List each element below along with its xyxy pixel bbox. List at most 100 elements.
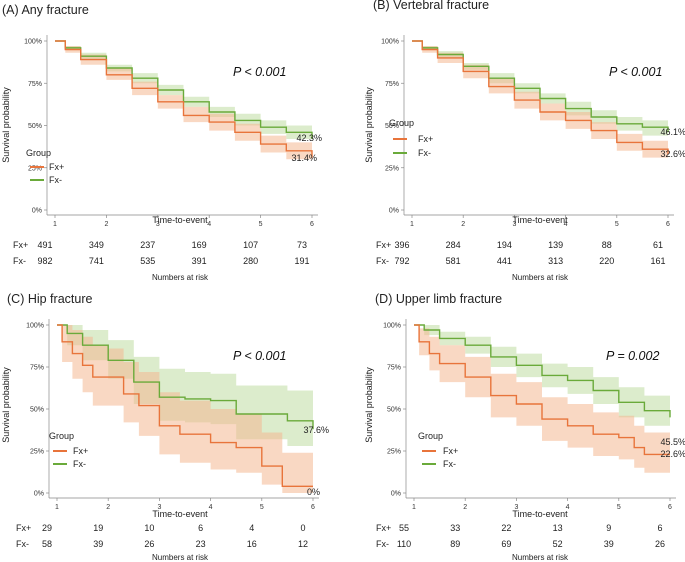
x-tick-label: 3 — [514, 504, 518, 511]
end-label-fx-minus: 37.6% — [303, 425, 329, 435]
survival-curve-fx-plus — [414, 324, 670, 456]
y-tick-label: 25% — [385, 165, 399, 172]
y-tick-label: 100% — [24, 39, 42, 46]
x-tick-label: 5 — [617, 504, 621, 511]
y-axis-label: Survival probability — [364, 367, 374, 443]
risk-count: 396 — [394, 240, 409, 250]
x-tick-label: 1 — [410, 221, 414, 228]
risk-group-label: Fx- — [376, 539, 389, 549]
risk-count: 22 — [501, 523, 511, 533]
risk-count: 19 — [93, 523, 103, 533]
y-tick-label: 0% — [32, 208, 42, 215]
y-axis-label: Survival probability — [364, 87, 374, 163]
risk-count: 280 — [243, 256, 258, 266]
risk-count: 194 — [497, 240, 512, 250]
risk-count: 58 — [42, 539, 52, 549]
risk-count: 284 — [446, 240, 461, 250]
risk-table: Fx+ Fx- 396 284 194 139 88 61 792 581 441 313 220 1… — [376, 240, 666, 282]
y-tick-label: 25% — [387, 449, 401, 456]
survival-curve-fx-minus — [57, 324, 314, 430]
end-label-fx-plus: 0% — [307, 487, 320, 497]
end-label-fx-minus: 42.3% — [296, 133, 322, 143]
legend-title: Group — [49, 431, 74, 441]
risk-group-label: Fx+ — [376, 523, 391, 533]
survival-curve-fx-plus — [55, 40, 313, 158]
risk-count: 4 — [249, 523, 254, 533]
plot-area: 0% 25% 50% 75% 100% 1 2 3 4 5 6 — [24, 35, 318, 228]
risk-count: 441 — [497, 256, 512, 266]
y-tick-label: 0% — [34, 491, 44, 498]
y-tick-label: 50% — [30, 407, 44, 414]
risk-counts: 55 33 22 13 9 6 110 89 69 52 39 26 — [397, 523, 665, 549]
panel-title: (B) Vertebral fracture — [373, 0, 489, 12]
risk-group-label: Fx+ — [376, 240, 391, 250]
risk-table-title: Numbers at risk — [512, 273, 569, 282]
risk-count: 491 — [37, 240, 52, 250]
x-tick-label: 4 — [209, 504, 213, 511]
x-axis-label: Time-to-event — [152, 509, 208, 519]
legend-label-fx-minus: Fx- — [418, 148, 431, 158]
x-tick-label: 6 — [310, 221, 314, 228]
ci-band-fx-plus — [414, 325, 670, 473]
ci-band-fx-minus — [414, 325, 670, 433]
p-value: P < 0.001 — [609, 65, 662, 79]
risk-table-title: Numbers at risk — [152, 553, 209, 562]
risk-counts: 396 284 194 139 88 61 792 581 441 313 220 161 — [394, 240, 665, 266]
end-label-fx-minus: 45.5% — [660, 437, 685, 447]
risk-count: 741 — [89, 256, 104, 266]
end-label-fx-plus: 31.4% — [291, 153, 317, 163]
end-label-fx-plus: 32.6% — [660, 149, 685, 159]
panel-b: (B) Vertebral fracture Survival probabil… — [364, 0, 685, 282]
end-label-fx-plus: 22.6% — [660, 449, 685, 459]
risk-count: 982 — [37, 256, 52, 266]
legend-label-fx-plus: Fx+ — [418, 134, 433, 144]
x-tick-label: 3 — [156, 221, 160, 228]
x-tick-label: 4 — [207, 221, 211, 228]
x-tick-label: 6 — [311, 504, 315, 511]
risk-count: 191 — [294, 256, 309, 266]
risk-table-title: Numbers at risk — [152, 273, 209, 282]
risk-count: 13 — [553, 523, 563, 533]
end-label-fx-minus: 46.1% — [660, 127, 685, 137]
risk-count: 69 — [501, 539, 511, 549]
risk-count: 161 — [650, 256, 665, 266]
y-tick-label: 100% — [26, 323, 44, 330]
risk-count: 26 — [655, 539, 665, 549]
y-axis-label: Survival probability — [1, 87, 11, 163]
x-tick-label: 2 — [463, 504, 467, 511]
x-tick-label: 6 — [666, 221, 670, 228]
x-tick-label: 1 — [55, 504, 59, 511]
risk-count: 6 — [657, 523, 662, 533]
risk-count: 33 — [450, 523, 460, 533]
ci-band-fx-plus — [57, 325, 313, 493]
p-value: P < 0.001 — [233, 349, 286, 363]
risk-count: 110 — [397, 539, 411, 549]
legend-label-fx-minus: Fx- — [443, 459, 456, 469]
y-tick-label: 25% — [30, 449, 44, 456]
risk-count: 29 — [42, 523, 52, 533]
risk-group-label: Fx- — [13, 256, 26, 266]
risk-counts: 491 349 237 169 107 73 982 741 535 391 280 191 — [37, 240, 309, 266]
risk-count: 26 — [144, 539, 154, 549]
plot-area: 0% 25% 50% 75% 100% 1 2 3 4 5 6 — [26, 319, 319, 511]
y-axis-label: Survival probability — [1, 367, 11, 443]
panel-d: (D) Upper limb fracture Survival probabi… — [364, 292, 685, 562]
plot-area: 0% 25% 50% 75% 100% 1 2 3 4 5 6 — [383, 319, 676, 511]
legend: Group Fx+ Fx- — [389, 118, 433, 158]
risk-count: 792 — [394, 256, 409, 266]
legend: Group Fx+ Fx- — [49, 431, 88, 469]
legend-label-fx-minus: Fx- — [73, 459, 86, 469]
legend-label-fx-minus: Fx- — [49, 175, 62, 185]
risk-count: 0 — [300, 523, 305, 533]
x-tick-label: 2 — [106, 504, 110, 511]
risk-group-label: Fx+ — [13, 240, 28, 250]
risk-count: 6 — [198, 523, 203, 533]
y-tick-label: 75% — [30, 365, 44, 372]
y-tick-label: 75% — [387, 365, 401, 372]
risk-table: Fx+ Fx- 491 349 237 169 107 73 982 741 535 391 280… — [13, 240, 310, 282]
risk-group-label: Fx- — [16, 539, 29, 549]
y-tick-label: 50% — [385, 123, 399, 130]
x-tick-label: 5 — [259, 221, 263, 228]
legend-title: Group — [389, 118, 414, 128]
y-tick-label: 100% — [383, 323, 401, 330]
